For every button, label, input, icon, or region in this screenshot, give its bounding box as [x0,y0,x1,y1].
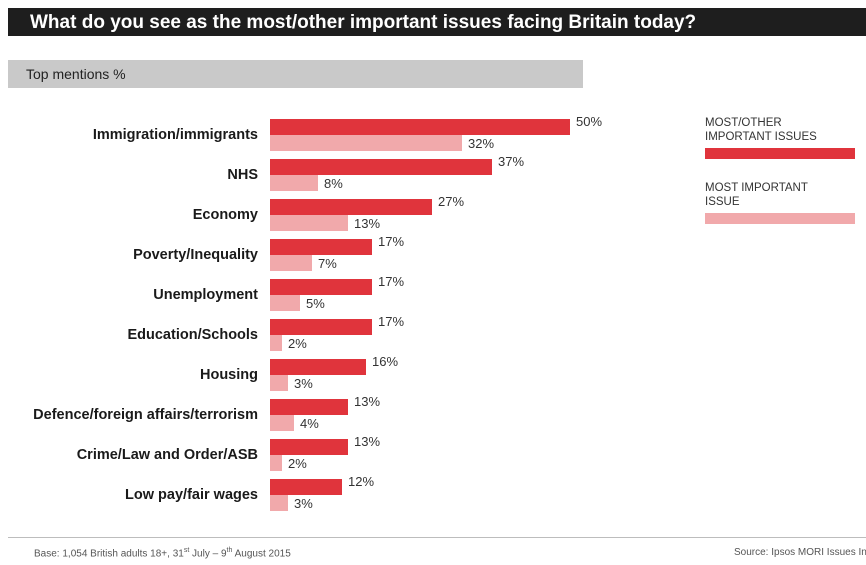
value-label-most-other-crime-law-and-order-asb: 13% [354,434,380,449]
bar-most-other-immigration-immigrants [270,119,570,135]
bar-most-other-housing [270,359,366,375]
bar-most-other-unemployment [270,279,372,295]
value-label-most-other-economy: 27% [438,194,464,209]
footer-source: Source: Ipsos MORI Issues Index [734,547,866,558]
value-label-most-other-nhs: 37% [498,154,524,169]
bar-chart: Immigration/immigrants 50% 32% NHS 37% 8% Econ… [33,114,602,511]
bar-most-other-defence-foreign-affairs-terrorism [270,399,348,415]
page-title: What do you see as the most/other import… [30,12,697,33]
legend-label-most-important-line1: MOST IMPORTANT [705,182,808,194]
bar-most-important-defence-foreign-affairs-terrorism [270,415,294,431]
footer-base-sup2: th [226,547,233,554]
category-label-housing: Housing [200,367,258,383]
footer-base-note: Base: 1,054 British adults 18+, 31st Jul… [34,547,291,559]
value-label-most-important-immigration-immigrants: 32% [468,136,494,151]
value-label-most-important-economy: 13% [354,216,380,231]
bar-most-other-education-schools [270,319,372,335]
bar-most-other-economy [270,199,432,215]
bar-most-important-unemployment [270,295,300,311]
value-label-most-other-education-schools: 17% [378,314,404,329]
category-label-low-pay-fair-wages: Low pay/fair wages [125,487,258,503]
category-label-economy: Economy [193,207,258,223]
value-label-most-other-unemployment: 17% [378,274,404,289]
bar-most-other-crime-law-and-order-asb [270,439,348,455]
value-label-most-important-unemployment: 5% [306,296,325,311]
bar-most-other-low-pay-fair-wages [270,479,342,495]
category-label-poverty-inequality: Poverty/Inequality [133,247,258,263]
bar-most-important-housing [270,375,288,391]
value-label-most-important-crime-law-and-order-asb: 2% [288,456,307,471]
legend-swatch-most-important [705,213,855,224]
legend: MOST/OTHER IMPORTANT ISSUES MOST IMPORTA… [705,116,855,224]
legend-swatch-most-other [705,148,855,159]
bar-most-important-low-pay-fair-wages [270,495,288,511]
bar-most-important-economy [270,215,348,231]
bar-most-other-nhs [270,159,492,175]
bar-most-other-poverty-inequality [270,239,372,255]
footer-divider [8,537,866,538]
value-label-most-other-immigration-immigrants: 50% [576,114,602,129]
footer-base-suffix: August 2015 [232,548,291,560]
value-label-most-other-low-pay-fair-wages: 12% [348,474,374,489]
legend-label-most-other-line1: MOST/OTHER [705,117,782,129]
bar-most-important-poverty-inequality [270,255,312,271]
bar-most-important-crime-law-and-order-asb [270,455,282,471]
value-label-most-other-poverty-inequality: 17% [378,234,404,249]
footer-base-mid: July – 9 [189,548,227,560]
value-label-most-important-poverty-inequality: 7% [318,256,337,271]
category-label-crime-law-and-order-asb: Crime/Law and Order/ASB [77,447,258,463]
subtitle-bar: Top mentions % [8,60,583,88]
chart-subtitle: Top mentions % [26,66,126,82]
category-label-immigration-immigrants: Immigration/immigrants [93,127,258,143]
value-label-most-important-low-pay-fair-wages: 3% [294,496,313,511]
category-label-unemployment: Unemployment [153,287,258,303]
value-label-most-other-defence-foreign-affairs-terrorism: 13% [354,394,380,409]
legend-item-most-important: MOST IMPORTANT ISSUE [705,181,855,224]
value-label-most-important-housing: 3% [294,376,313,391]
value-label-most-other-housing: 16% [372,354,398,369]
category-label-defence-foreign-affairs-terrorism: Defence/foreign affairs/terrorism [33,407,258,423]
title-bar: What do you see as the most/other import… [8,8,866,36]
category-label-nhs: NHS [227,167,258,183]
value-label-most-important-nhs: 8% [324,176,343,191]
bar-most-important-nhs [270,175,318,191]
value-label-most-important-education-schools: 2% [288,336,307,351]
legend-item-most-other: MOST/OTHER IMPORTANT ISSUES [705,116,855,159]
footer-base-prefix: Base: 1,054 British adults 18+, 31 [34,548,184,560]
legend-label-most-important: MOST IMPORTANT ISSUE [705,181,855,209]
legend-label-most-important-line2: ISSUE [705,196,740,208]
bar-most-important-immigration-immigrants [270,135,462,151]
category-label-education-schools: Education/Schools [127,327,258,343]
legend-label-most-other: MOST/OTHER IMPORTANT ISSUES [705,116,855,144]
legend-label-most-other-line2: IMPORTANT ISSUES [705,131,817,143]
footer-base-sup1: st [183,547,190,554]
bar-most-important-education-schools [270,335,282,351]
value-label-most-important-defence-foreign-affairs-terrorism: 4% [300,416,319,431]
